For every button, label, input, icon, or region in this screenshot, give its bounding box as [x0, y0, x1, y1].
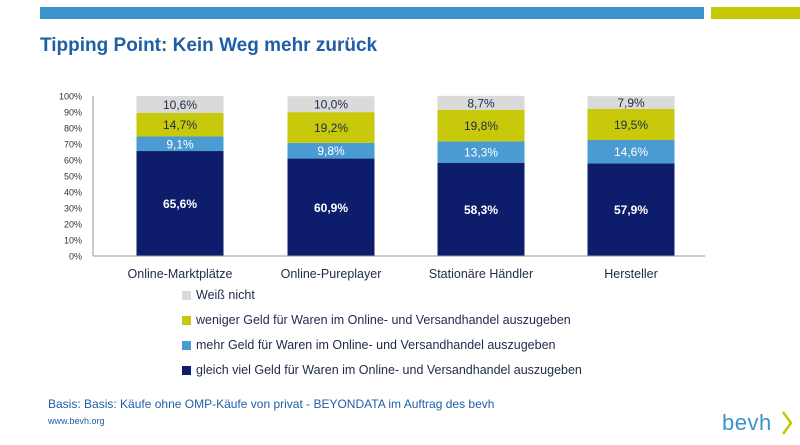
bar-segment — [287, 142, 375, 159]
legend-label: gleich viel Geld für Waren im Online- un… — [196, 363, 582, 377]
bar-segment — [136, 96, 224, 113]
data-label: 8,7% — [467, 96, 495, 110]
bar-segment — [587, 140, 675, 164]
data-label: 10,6% — [163, 98, 197, 112]
y-tick-label: 40% — [64, 188, 82, 198]
data-label: 58,3% — [464, 203, 498, 217]
bar-segment — [136, 112, 224, 137]
bar-segment — [136, 151, 224, 256]
data-label: 9,1% — [166, 137, 194, 151]
bevh-logo: bevh — [722, 410, 772, 435]
bar-segment — [437, 141, 525, 163]
bar-segment — [437, 95, 525, 110]
x-category-label: Stationäre Händler — [429, 267, 533, 281]
y-tick-label: 80% — [64, 124, 82, 134]
data-label: 57,9% — [614, 203, 648, 217]
legend-label: Weiß nicht — [196, 288, 255, 302]
data-label: 13,3% — [464, 146, 498, 160]
data-label: 19,8% — [464, 119, 498, 133]
data-label: 65,6% — [163, 197, 197, 211]
legend-swatch — [182, 316, 191, 325]
legend-swatch — [182, 341, 191, 350]
bar-segment — [287, 112, 375, 143]
legend-swatch — [182, 366, 191, 375]
y-tick-label: 100% — [59, 92, 82, 102]
data-label: 10,0% — [314, 98, 348, 112]
x-category-label: Online-Pureplayer — [281, 267, 382, 281]
legend-label: weniger Geld für Waren im Online- und Ve… — [196, 313, 571, 327]
bar-segment — [587, 108, 675, 140]
y-tick-label: 70% — [64, 140, 82, 150]
y-tick-label: 30% — [64, 204, 82, 214]
y-tick-label: 20% — [64, 220, 82, 230]
bar-segment — [136, 136, 224, 152]
data-label: 14,7% — [163, 118, 197, 132]
top-accent-bar-blue — [40, 7, 704, 19]
legend-label: mehr Geld für Waren im Online- und Versa… — [196, 338, 556, 352]
y-tick-label: 0% — [69, 252, 82, 262]
basis-footnote: Basis: Basis: Käufe ohne OMP-Käufe von p… — [48, 397, 495, 411]
data-label: 60,9% — [314, 201, 348, 215]
bar-segment — [287, 96, 375, 113]
data-label: 7,9% — [617, 96, 645, 110]
bar-segment — [287, 158, 375, 256]
data-label: 14,6% — [614, 145, 648, 159]
bar-segment — [437, 109, 525, 142]
top-accent-bar-yellow — [711, 7, 800, 19]
bar-segment — [437, 162, 525, 256]
data-label: 9,8% — [317, 144, 345, 158]
bar-segment — [587, 163, 675, 256]
bar-segment — [587, 96, 675, 109]
y-tick-label: 50% — [64, 172, 82, 182]
data-label: 19,5% — [614, 118, 648, 132]
page-title: Tipping Point: Kein Weg mehr zurück — [40, 35, 378, 56]
y-tick-label: 60% — [64, 156, 82, 166]
x-category-label: Hersteller — [604, 267, 658, 281]
y-tick-label: 10% — [64, 236, 82, 246]
x-category-label: Online-Marktplätze — [128, 267, 233, 281]
source-link[interactable]: www.bevh.org — [48, 416, 105, 426]
y-tick-label: 90% — [64, 108, 82, 118]
logo-mark-icon — [781, 411, 793, 435]
legend-swatch — [182, 291, 191, 300]
data-label: 19,2% — [314, 121, 348, 135]
